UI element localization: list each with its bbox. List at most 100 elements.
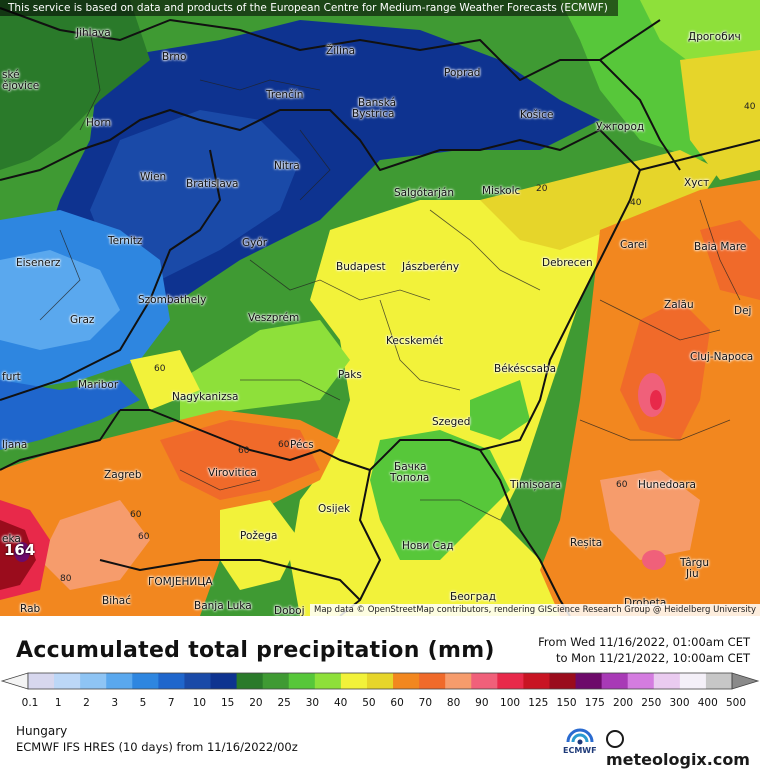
isoline-value: 40	[630, 198, 642, 208]
city-label: Drobeta	[624, 597, 667, 609]
city-label: Нови Сад	[402, 540, 454, 552]
legend-swatch	[132, 673, 159, 689]
city-label: Zagreb	[104, 469, 142, 481]
precipitation-map[interactable]: Jihlava Brno Žilina Poprad Дрогобич Trenčín Ba…	[0, 0, 760, 616]
legend-tick-label: 70	[418, 697, 433, 709]
legend-tick-label: 125	[528, 697, 549, 709]
legend-swatch	[28, 673, 55, 689]
city-label: Jiu	[686, 568, 699, 580]
legend-swatch	[366, 673, 394, 689]
legend-swatch	[497, 673, 524, 689]
map-canvas	[0, 0, 760, 616]
city-label: Graz	[70, 314, 95, 326]
legend-swatch	[471, 673, 498, 689]
city-label: Nagykanizsa	[172, 391, 239, 403]
city-label: Banja Luka	[194, 600, 252, 612]
city-label: Košice	[520, 109, 554, 121]
city-label: Požega	[240, 530, 278, 542]
city-label: ějovice	[2, 80, 40, 92]
meteologix-brand[interactable]: meteologix.com	[606, 730, 760, 769]
legend-tick-label: 2	[83, 697, 90, 709]
legend-ticks: 0.1 1 2 3 5 7 10 15 20 25 30 40 50 60 70 80 90 100 125 150 1…	[0, 697, 760, 711]
city-label: eka	[2, 533, 21, 545]
color-legend	[0, 672, 760, 690]
legend-swatch	[262, 673, 290, 689]
legend-swatch	[601, 673, 629, 689]
period-from: From Wed 11/16/2022, 01:00am CET	[538, 635, 750, 649]
legend-tick-label: 90	[475, 697, 489, 709]
city-label: Békéscsaba	[494, 363, 557, 375]
legend-tick-label: 80	[446, 697, 461, 709]
city-label: Brno	[162, 51, 187, 63]
map-attribution[interactable]: Map data © OpenStreetMap contributors, r…	[310, 604, 760, 616]
legend-tick-label: 15	[220, 697, 235, 709]
chart-title: Accumulated total precipitation (mm)	[16, 638, 495, 663]
city-label: Reșita	[570, 537, 603, 549]
legend-tick-label: 10	[192, 697, 207, 709]
city-label: ГОМЈЕНИЦА	[148, 576, 213, 588]
city-label: Bihać	[102, 595, 131, 607]
city-label: Топола	[390, 472, 430, 484]
isoline-value: 60	[238, 446, 250, 456]
legend-swatch	[340, 673, 368, 689]
city-label: Banská	[358, 97, 397, 109]
city-label: Veszprém	[248, 312, 300, 324]
legend-swatch	[106, 673, 133, 689]
legend-tick-label: 150	[556, 697, 577, 709]
isoline-value: 60	[130, 510, 142, 520]
legend-tick-label: 175	[584, 697, 605, 709]
legend-arrow-right	[731, 672, 760, 690]
city-label: Jászberény	[402, 261, 460, 273]
city-label: Хуст	[684, 177, 710, 189]
legend-swatch	[184, 673, 212, 689]
city-label: Rab	[20, 603, 41, 615]
legend-swatch	[236, 673, 264, 689]
city-label: Nitra	[274, 160, 300, 172]
model-run-label: ECMWF IFS HRES (10 days) from 11/16/2022…	[16, 740, 298, 754]
region-label: Hungary	[16, 724, 68, 738]
legend-tick-label: 400	[697, 697, 718, 709]
city-label: Debrecen	[542, 257, 593, 269]
legend-swatch	[627, 673, 655, 689]
city-label: Kecskemét	[386, 335, 444, 347]
city-label: Београд	[450, 591, 496, 603]
legend-tick-label: 60	[390, 697, 404, 709]
ecmwf-notice: This service is based on data and produc…	[0, 0, 618, 16]
city-label: Zalău	[664, 299, 694, 311]
city-label: Miskolc	[482, 185, 521, 197]
legend-tick-label: 20	[249, 697, 263, 709]
legend-tick-label: 250	[641, 697, 662, 709]
city-label: Târgu	[680, 557, 710, 569]
isoline-value: 60	[616, 480, 628, 490]
city-label: Žilina	[326, 45, 356, 57]
city-label: Cluj-Napoca	[690, 351, 754, 363]
city-label: ské	[2, 69, 20, 81]
city-label: Maribor	[78, 379, 119, 391]
legend-swatch	[288, 673, 316, 689]
city-label: Trenčín	[266, 89, 304, 101]
legend-bar	[0, 672, 760, 690]
city-label: Budapest	[336, 261, 386, 273]
city-label: Pécs	[290, 439, 314, 451]
legend-swatch	[393, 673, 420, 689]
isoline-value: 40	[744, 102, 756, 112]
isoline-value: 80	[60, 574, 72, 584]
legend-swatch	[575, 673, 603, 689]
legend-tick-label: 25	[277, 697, 291, 709]
city-label: Szeged	[432, 416, 471, 428]
city-label: ljana	[2, 439, 28, 451]
city-label: Carei	[620, 239, 648, 251]
legend-tick-label: 7	[167, 697, 175, 709]
city-label: Horn	[86, 117, 112, 129]
legend-tick-label: 3	[111, 697, 119, 709]
legend-swatch	[705, 673, 733, 689]
city-label: Бачка	[394, 461, 427, 473]
isoline-value: 20	[536, 184, 548, 194]
legend-tick-label: 5	[139, 697, 147, 709]
legend-swatch	[54, 673, 81, 689]
legend-swatch	[445, 673, 472, 689]
legend-swatch	[419, 673, 446, 689]
legend-swatch	[80, 673, 107, 689]
city-label: Ternitz	[108, 235, 143, 247]
isoline-value: 60	[138, 532, 150, 542]
